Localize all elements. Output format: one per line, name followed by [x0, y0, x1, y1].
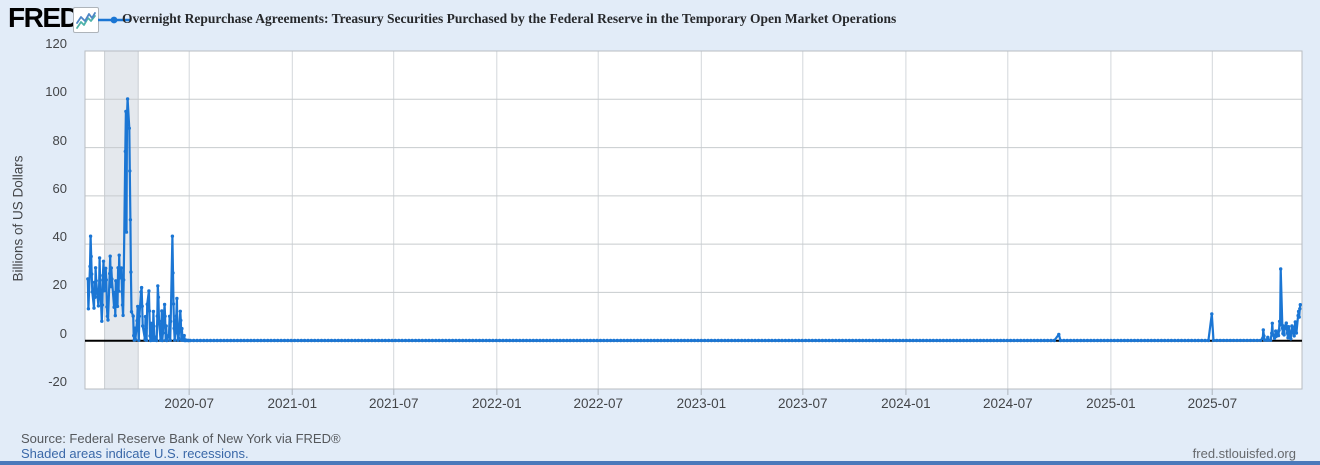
- y-tick-label: 40: [52, 229, 67, 245]
- y-axis-title: Billions of US Dollars: [10, 155, 26, 282]
- source-note: Source: Federal Reserve Bank of New York…: [21, 431, 341, 446]
- x-tick-label: 2024-07: [983, 396, 1033, 411]
- y-tick-label: 20: [52, 277, 67, 293]
- y-tick-label: 100: [45, 84, 67, 100]
- fred-site-link[interactable]: fred.stlouisfed.org: [1192, 446, 1296, 461]
- plot-border: [84, 50, 1303, 390]
- x-tick-label: 2024-01: [881, 396, 931, 411]
- x-tick-label: 2025-07: [1187, 396, 1238, 411]
- x-tick-label: 2022-01: [472, 396, 522, 411]
- x-tick-label: 2022-07: [573, 396, 623, 411]
- x-tick-label: 2023-01: [676, 396, 727, 411]
- x-tick-label: 2021-07: [368, 396, 419, 411]
- series-title: Overnight Repurchase Agreements: Treasur…: [122, 11, 897, 26]
- recession-note-link[interactable]: Shaded areas indicate U.S. recessions.: [21, 446, 249, 461]
- y-tick-label: 60: [52, 180, 67, 196]
- y-tick-label: 120: [45, 36, 67, 51]
- data-series: [86, 97, 1302, 343]
- series-legend-marker: [97, 13, 131, 31]
- fred-logo-text: FRED: [8, 2, 80, 33]
- x-tick-label: 2020-07: [164, 396, 214, 411]
- fred-logo-chart-icon: [73, 7, 99, 33]
- y-tick-label: 0: [59, 325, 67, 341]
- y-tick-label: 80: [52, 132, 67, 148]
- x-tick-label: 2023-07: [777, 396, 828, 411]
- bottom-accent-bar: [0, 461, 1320, 465]
- x-tick-label: 2021-01: [267, 396, 318, 411]
- x-tick-label: 2025-01: [1086, 396, 1136, 411]
- plot-area[interactable]: [85, 51, 1302, 389]
- y-tick-label: -20: [48, 374, 67, 389]
